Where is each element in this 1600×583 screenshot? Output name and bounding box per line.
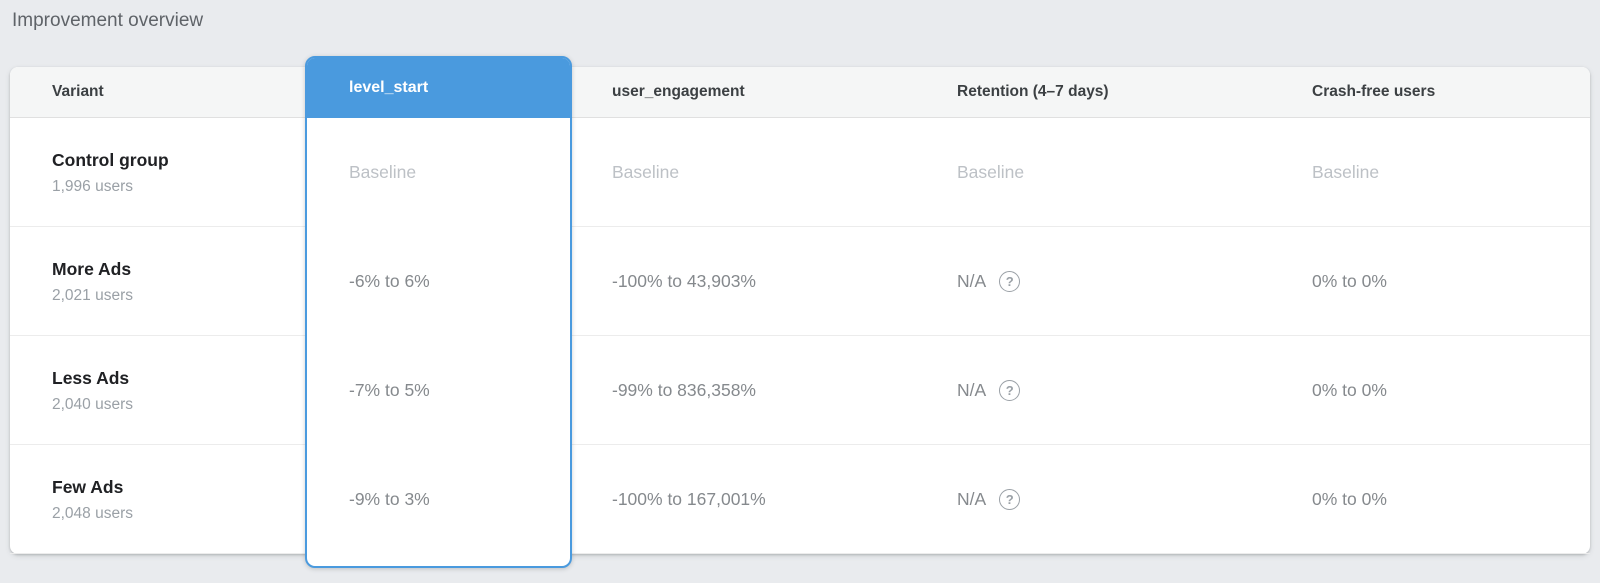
- retention-value-text: N/A: [957, 379, 987, 400]
- variant-cell: More Ads 2,021 users: [10, 258, 305, 305]
- variant-user-count: 2,021 users: [52, 286, 133, 304]
- variant-name: Control group: [52, 149, 169, 170]
- help-icon[interactable]: ?: [999, 488, 1021, 510]
- column-header-variant: Variant: [52, 83, 104, 100]
- page-title: Improvement overview: [12, 10, 204, 31]
- retention-value: N/A ?: [917, 270, 1272, 292]
- crash-free-value: 0% to 0%: [1312, 270, 1387, 291]
- variant-cell: Control group 1,996 users: [10, 149, 305, 196]
- variant-name: More Ads: [52, 258, 132, 279]
- help-icon[interactable]: ?: [999, 270, 1021, 292]
- crash-free-value: 0% to 0%: [1312, 488, 1387, 509]
- table-row: More Ads 2,021 users -100% to 43,903% N/…: [10, 227, 1590, 336]
- variant-name: Few Ads: [52, 476, 124, 497]
- table-row: Less Ads 2,040 users -99% to 836,358% N/…: [10, 336, 1590, 445]
- variant-cell: Few Ads 2,048 users: [10, 476, 305, 523]
- table-row: Few Ads 2,048 users -100% to 167,001% N/…: [10, 445, 1590, 554]
- highlighted-metric-column-level-start[interactable]: level_start Baseline -6% to 6% -7% to 5%…: [305, 56, 572, 568]
- retention-value: N/A ?: [917, 379, 1272, 401]
- column-header-user-engagement[interactable]: user_engagement: [612, 83, 745, 100]
- user-engagement-value: -99% to 836,358%: [612, 379, 756, 400]
- variant-user-count: 2,048 users: [52, 504, 133, 522]
- help-icon[interactable]: ?: [999, 379, 1021, 401]
- column-header-level-start[interactable]: level_start: [307, 58, 570, 118]
- column-header-retention[interactable]: Retention (4–7 days): [957, 83, 1109, 100]
- retention-value-text: N/A: [957, 488, 987, 509]
- user-engagement-value: Baseline: [612, 161, 680, 182]
- retention-value: Baseline: [957, 161, 1025, 182]
- variant-name: Less Ads: [52, 367, 130, 388]
- improvement-overview-table: Variant user_engagement Retention (4–7 d…: [10, 56, 1590, 568]
- retention-value: N/A ?: [917, 488, 1272, 510]
- variant-cell: Less Ads 2,040 users: [10, 367, 305, 414]
- crash-free-value: 0% to 0%: [1312, 379, 1387, 400]
- table-header-row: Variant user_engagement Retention (4–7 d…: [10, 67, 1590, 118]
- column-header-crash-free[interactable]: Crash-free users: [1312, 83, 1436, 100]
- crash-free-value: Baseline: [1312, 161, 1380, 182]
- table-row: Control group 1,996 users Baseline Basel…: [10, 118, 1590, 227]
- level-start-value: -6% to 6%: [349, 271, 430, 291]
- level-start-value: -9% to 3%: [349, 489, 430, 509]
- variant-user-count: 2,040 users: [52, 395, 133, 413]
- retention-value-text: N/A: [957, 270, 987, 291]
- level-start-value: Baseline: [349, 162, 417, 182]
- variant-user-count: 1,996 users: [52, 177, 133, 195]
- level-start-value: -7% to 5%: [349, 380, 430, 400]
- user-engagement-value: -100% to 43,903%: [612, 270, 756, 291]
- user-engagement-value: -100% to 167,001%: [612, 488, 766, 509]
